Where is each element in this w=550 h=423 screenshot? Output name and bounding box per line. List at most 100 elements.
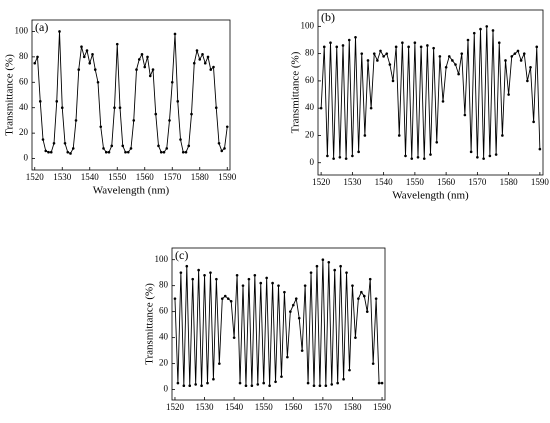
data-point — [126, 150, 130, 154]
data-point — [58, 30, 61, 33]
data-point — [47, 150, 50, 154]
data-line — [34, 31, 228, 155]
data-point — [322, 45, 326, 49]
x-tick-label: 1520 — [166, 402, 185, 412]
y-tick-label: 20 — [159, 358, 169, 368]
data-point — [426, 44, 429, 47]
data-point — [497, 41, 501, 45]
data-point — [170, 80, 174, 84]
data-point — [250, 384, 254, 388]
data-point — [159, 150, 163, 154]
data-point — [397, 134, 401, 137]
y-tick-label: 40 — [19, 102, 29, 112]
data-point — [438, 55, 442, 58]
data-point — [225, 125, 229, 129]
data-point — [262, 381, 266, 385]
data-point — [330, 383, 334, 386]
y-tick-label: 40 — [305, 102, 315, 112]
data-point — [200, 384, 203, 388]
data-point — [168, 119, 171, 122]
data-point — [315, 264, 319, 268]
data-point — [110, 144, 114, 148]
data-point — [201, 53, 204, 56]
data-point — [404, 154, 407, 158]
data-point — [244, 384, 248, 388]
data-point — [215, 277, 218, 281]
x-tick-label: 1520 — [26, 172, 45, 182]
data-point — [197, 268, 200, 272]
data-point — [283, 290, 286, 294]
data-point — [441, 100, 445, 103]
data-point — [151, 68, 155, 71]
data-point — [454, 63, 457, 66]
y-tick-label: 100 — [155, 254, 169, 264]
data-point — [115, 42, 119, 46]
data-point — [41, 138, 45, 141]
data-point — [374, 297, 378, 300]
data-point — [369, 106, 373, 110]
data-point — [82, 55, 86, 59]
data-point — [140, 53, 144, 56]
data-point — [366, 59, 370, 62]
data-point — [294, 297, 298, 300]
data-point — [132, 119, 136, 122]
data-point — [371, 362, 375, 365]
subplot: 1520 1530 1540 1550 1560 1570 1580 1590 0 20 40 60 8… — [290, 9, 549, 202]
data-point — [319, 106, 323, 110]
data-point — [220, 149, 224, 153]
x-tick-label: 1550 — [406, 177, 425, 187]
y-axis-label: Transmittance (%) — [4, 54, 16, 136]
y-tick-label: 100 — [301, 20, 315, 30]
data-point — [38, 100, 42, 103]
data-point — [71, 147, 75, 150]
data-point — [451, 59, 454, 62]
data-point — [365, 310, 369, 313]
x-tick-label: 1570 — [314, 402, 333, 412]
data-point — [457, 72, 460, 76]
y-tick-label: 40 — [159, 332, 169, 342]
data-point — [380, 381, 384, 385]
y-tick-label: 100 — [15, 26, 29, 36]
panel-label: (c) — [175, 248, 188, 262]
data-point — [345, 271, 348, 274]
data-point — [382, 55, 385, 58]
data-point — [85, 49, 89, 52]
data-point — [363, 134, 367, 137]
data-point — [223, 147, 226, 150]
x-tick-label: 1540 — [375, 177, 394, 187]
data-point — [333, 268, 337, 272]
subplot: 1520 1530 1540 1550 1560 1570 1580 1590 0 20 40 60 8… — [144, 247, 392, 412]
data-point — [190, 112, 193, 116]
data-point — [187, 144, 191, 148]
data-point — [274, 380, 277, 384]
data-point — [339, 264, 342, 268]
data-point — [444, 65, 448, 69]
data-point — [344, 157, 348, 160]
data-point — [241, 284, 245, 287]
data-point — [173, 297, 177, 300]
data-point — [194, 383, 197, 386]
x-tick-label: 1590 — [218, 172, 237, 182]
data-point — [77, 68, 81, 71]
data-point — [376, 59, 379, 62]
data-point — [143, 65, 147, 69]
data-point — [362, 294, 366, 298]
data-point — [379, 49, 382, 53]
plot-frame — [317, 9, 544, 176]
x-tick-label: 1580 — [500, 177, 519, 187]
data-point — [347, 38, 351, 42]
data-point — [209, 68, 213, 71]
data-point — [306, 381, 310, 385]
y-tick-label: 60 — [305, 75, 315, 85]
data-point — [217, 142, 221, 145]
x-tick-label: 1560 — [284, 402, 303, 412]
data-point — [104, 150, 108, 154]
data-point — [535, 45, 539, 49]
x-tick-label: 1530 — [53, 172, 72, 182]
subplot: 1520 1530 1540 1550 1560 1570 1580 1590 0 20 40 60 8… — [4, 19, 237, 197]
data-point — [501, 134, 504, 137]
data-point — [289, 310, 292, 313]
data-point — [300, 349, 304, 352]
x-tick-label: 1590 — [373, 402, 392, 412]
data-point — [391, 79, 395, 83]
